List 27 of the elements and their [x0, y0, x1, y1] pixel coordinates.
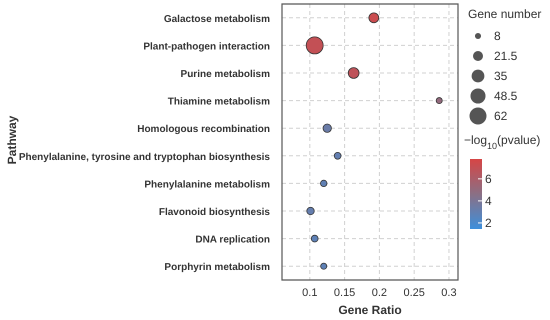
y-tick-label: DNA replication — [195, 234, 270, 246]
y-tick-label: Phenylalanine, tyrosine and tryptophan biosynthesis — [18, 152, 270, 163]
x-tick-label: 0.2 — [372, 286, 388, 299]
legend-label: 8 — [494, 29, 501, 43]
color-bar-label: 6 — [485, 172, 492, 186]
x-tick-label: 0.3 — [441, 286, 457, 299]
legend-label: 62 — [494, 109, 508, 123]
x-axis-title: Gene Ratio — [338, 303, 402, 317]
legend-label: 21.5 — [494, 49, 518, 63]
y-axis-title: Pathway — [5, 115, 19, 164]
y-tick-label: Porphyrin metabolism — [164, 262, 270, 274]
x-tick-label: 0.15 — [334, 286, 356, 299]
y-tick-label: Thiamine metabolism — [168, 96, 270, 108]
legend-label: 35 — [494, 69, 508, 83]
legend-title: Gene number — [468, 7, 542, 21]
y-tick-label: Flavonoid biosynthesis — [158, 207, 270, 218]
y-tick-label: Galactose metabolism — [164, 14, 270, 25]
y-tick-label: Plant-pathogen interaction — [143, 41, 270, 52]
x-tick-label: 0.1 — [302, 286, 318, 299]
color-bar-label: 4 — [485, 194, 492, 208]
y-tick-label: Phenylalanine metabolism — [144, 179, 270, 190]
x-tick-label: 0.25 — [403, 286, 425, 299]
y-tick-label: Homologous recombination — [137, 124, 270, 136]
y-tick-label: Purine metabolism — [180, 69, 270, 80]
color-bar-title: −log$_{10}$(pvalue) — [464, 133, 540, 151]
legend-label: 48.5 — [494, 89, 518, 103]
color-bar-label: 2 — [485, 216, 492, 230]
